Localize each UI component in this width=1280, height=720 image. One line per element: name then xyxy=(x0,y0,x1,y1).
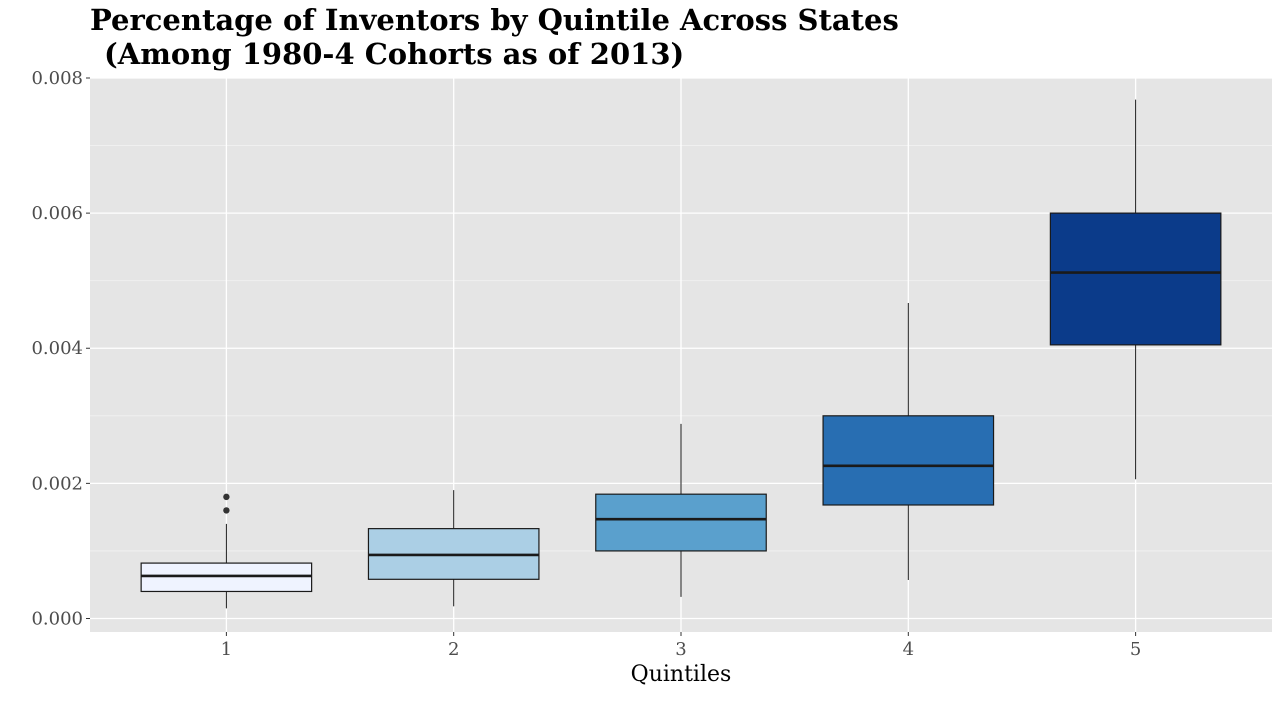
iqr-box xyxy=(1049,212,1222,346)
y-tick-label: 0.002 xyxy=(31,473,83,494)
box-series xyxy=(140,99,1222,609)
box-1 xyxy=(140,493,313,609)
iqr-box xyxy=(822,415,995,506)
iqr-box xyxy=(595,493,767,552)
x-tick-label: 3 xyxy=(675,639,686,660)
y-axis: 0.000 0.002 0.004 0.006 0.008 xyxy=(31,68,90,629)
x-tick-label: 4 xyxy=(903,639,914,660)
x-axis: 1 2 3 4 5 xyxy=(221,632,1141,660)
iqr-box xyxy=(140,562,313,593)
x-axis-label: Quintiles xyxy=(631,662,732,687)
x-tick-label: 5 xyxy=(1130,639,1141,660)
x-tick-label: 2 xyxy=(448,639,459,660)
box-5 xyxy=(1049,99,1222,480)
chart-subtitle: (Among 1980-4 Cohorts as of 2013) xyxy=(104,37,684,71)
y-tick-label: 0.008 xyxy=(31,68,83,89)
outlier-point xyxy=(223,493,230,501)
box-2 xyxy=(367,490,540,607)
y-tick-label: 0.004 xyxy=(31,338,83,359)
box-4 xyxy=(822,302,995,580)
y-tick-label: 0.000 xyxy=(31,608,83,629)
chart-title: Percentage of Inventors by Quintile Acro… xyxy=(90,3,899,37)
x-tick-label: 1 xyxy=(221,639,232,660)
y-tick-label: 0.006 xyxy=(31,203,83,224)
outlier-point xyxy=(223,507,230,514)
box-3 xyxy=(595,423,767,597)
